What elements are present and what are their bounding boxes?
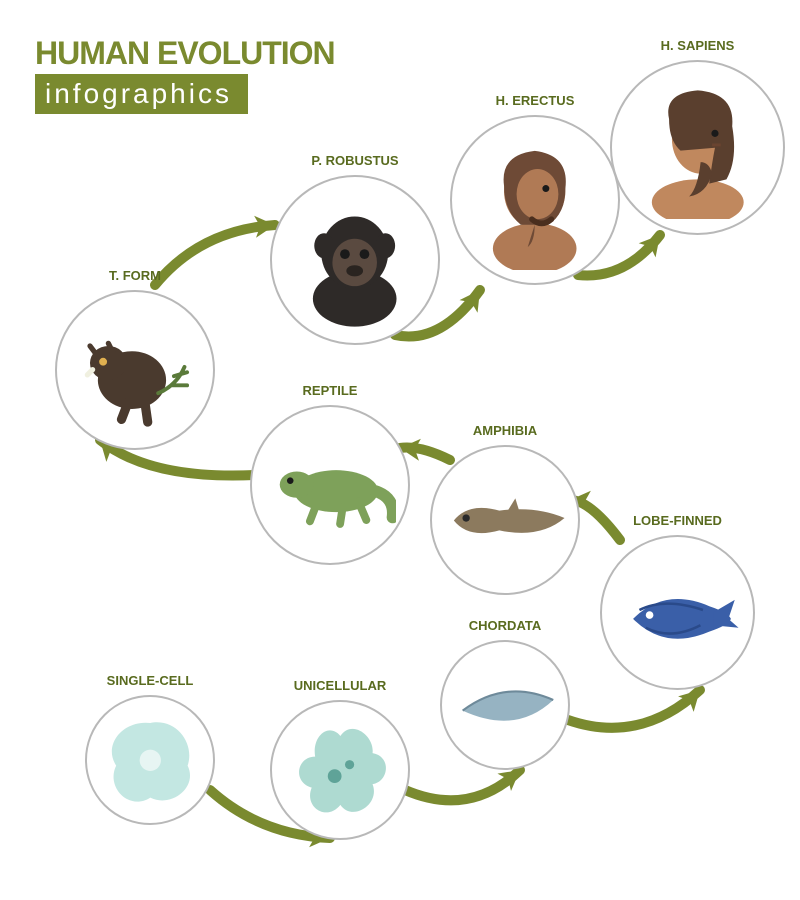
node-circle (600, 535, 755, 690)
node-circle (270, 700, 410, 840)
node-label: AMPHIBIA (473, 423, 537, 438)
node-circle (440, 640, 570, 770)
evolution-node-h-erectus: H. ERECTUS (450, 115, 620, 285)
arrowhead-icon (460, 284, 489, 313)
node-label: UNICELLULAR (294, 678, 386, 693)
arrow-t-form-to-p-robustus (155, 225, 275, 285)
evolution-node-h-sapiens: H. SAPIENS (610, 60, 785, 235)
title-main: HUMAN EVOLUTION (35, 35, 335, 72)
node-circle (610, 60, 785, 235)
arrow-chordata-to-lobe-finned (568, 690, 700, 728)
node-circle (85, 695, 215, 825)
node-label: SINGLE-CELL (107, 673, 194, 688)
header: HUMAN EVOLUTION infographics (35, 35, 335, 114)
node-circle (430, 445, 580, 595)
title-sub: infographics (35, 74, 248, 114)
evolution-node-single-cell: SINGLE-CELL (85, 695, 215, 825)
arrow-unicellular-to-chordata (405, 770, 520, 800)
evolution-node-unicellular: UNICELLULAR (270, 700, 410, 840)
node-circle (250, 405, 410, 565)
node-label: H. SAPIENS (661, 38, 735, 53)
node-label: T. FORM (109, 268, 161, 283)
node-label: H. ERECTUS (496, 93, 575, 108)
node-label: REPTILE (303, 383, 358, 398)
evolution-node-lobe-finned: LOBE-FINNED (600, 535, 755, 690)
evolution-node-chordata: CHORDATA (440, 640, 570, 770)
node-label: CHORDATA (469, 618, 541, 633)
node-circle (270, 175, 440, 345)
evolution-node-amphibia: AMPHIBIA (430, 445, 580, 595)
node-label: LOBE-FINNED (633, 513, 722, 528)
node-label: P. ROBUSTUS (311, 153, 398, 168)
evolution-node-p-robustus: P. ROBUSTUS (270, 175, 440, 345)
node-circle (55, 290, 215, 450)
node-circle (450, 115, 620, 285)
evolution-node-reptile: REPTILE (250, 405, 410, 565)
evolution-node-t-form: T. FORM (55, 290, 215, 450)
